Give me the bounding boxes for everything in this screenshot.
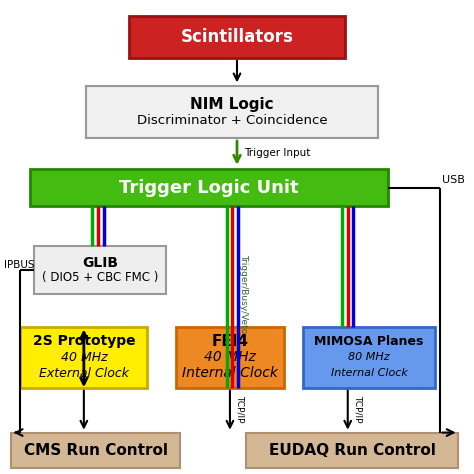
Text: ( DIO5 + CBC FMC ): ( DIO5 + CBC FMC ) [42,271,158,284]
FancyBboxPatch shape [246,433,458,468]
Text: Discriminator + Coincidence: Discriminator + Coincidence [137,114,328,127]
Text: MIMOSA Planes: MIMOSA Planes [314,335,424,348]
FancyBboxPatch shape [110,93,355,131]
Text: IPBUS: IPBUS [4,260,34,270]
Text: 40 MHz: 40 MHz [61,351,107,364]
Text: 40 MHz: 40 MHz [204,350,256,364]
FancyBboxPatch shape [303,327,435,388]
FancyBboxPatch shape [176,327,284,388]
Text: External Clock: External Clock [39,366,129,380]
FancyBboxPatch shape [20,327,147,388]
Text: NIM Logic: NIM Logic [191,97,274,112]
Text: Trigger Input: Trigger Input [244,148,310,158]
Text: Internal Clock: Internal Clock [330,368,407,378]
FancyBboxPatch shape [128,16,346,58]
Text: 80 MHz: 80 MHz [348,352,390,362]
Text: GLIB: GLIB [82,256,118,270]
FancyBboxPatch shape [30,169,388,206]
Text: USB: USB [442,175,465,185]
Text: Trigger Logic Unit: Trigger Logic Unit [119,179,299,197]
FancyBboxPatch shape [35,246,166,293]
Text: EUDAQ Run Control: EUDAQ Run Control [269,443,436,458]
Text: 2S Prototype: 2S Prototype [33,334,135,348]
Text: FEI4: FEI4 [211,334,248,349]
Text: Trigger/Busy/Veto: Trigger/Busy/Veto [239,254,248,333]
Text: Scintillators: Scintillators [181,28,293,46]
FancyBboxPatch shape [11,433,181,468]
Text: TCP/IP: TCP/IP [354,395,363,423]
Text: CMS Run Control: CMS Run Control [24,443,168,458]
FancyBboxPatch shape [86,86,378,138]
Text: Internal Clock: Internal Clock [182,366,278,380]
Text: TCP/IP: TCP/IP [236,395,245,423]
